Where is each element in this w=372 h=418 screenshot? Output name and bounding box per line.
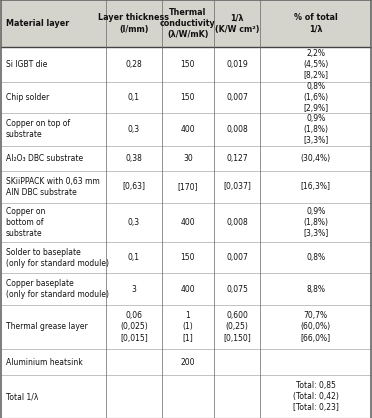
Text: 8,8%: 8,8% xyxy=(306,285,325,293)
Text: 200: 200 xyxy=(181,358,195,367)
Text: 0,8%: 0,8% xyxy=(306,253,325,262)
Bar xyxy=(1,0,371,47)
Text: 0,1: 0,1 xyxy=(128,93,140,102)
Text: 150: 150 xyxy=(181,60,195,69)
Text: Total: 0,85
(Total: 0,42)
[Total: 0,23]: Total: 0,85 (Total: 0,42) [Total: 0,23] xyxy=(293,381,339,412)
Text: SKiiPPACK with 0,63 mm
AIN DBC substrate: SKiiPPACK with 0,63 mm AIN DBC substrate xyxy=(6,177,99,197)
Text: Al₂O₃ DBC substrate: Al₂O₃ DBC substrate xyxy=(6,154,83,163)
Text: 0,3: 0,3 xyxy=(128,218,140,227)
Text: 150: 150 xyxy=(181,253,195,262)
Text: 0,019: 0,019 xyxy=(226,60,248,69)
Text: [0,037]: [0,037] xyxy=(223,182,251,191)
Text: 3: 3 xyxy=(131,285,137,293)
Text: 400: 400 xyxy=(180,125,195,134)
Text: Copper baseplate
(only for standard module): Copper baseplate (only for standard modu… xyxy=(6,279,109,299)
Text: Layer thickness
(l/mm): Layer thickness (l/mm) xyxy=(99,13,169,33)
Text: Copper on top of
substrate: Copper on top of substrate xyxy=(6,120,70,140)
Text: 0,38: 0,38 xyxy=(125,154,142,163)
Text: [0,63]: [0,63] xyxy=(122,182,145,191)
Text: 0,007: 0,007 xyxy=(226,253,248,262)
Text: 0,075: 0,075 xyxy=(226,285,248,293)
Text: Chip solder: Chip solder xyxy=(6,93,49,102)
Text: 1
(1)
[1]: 1 (1) [1] xyxy=(183,311,193,342)
Text: 0,600
(0,25)
[0,150]: 0,600 (0,25) [0,150] xyxy=(223,311,251,342)
Text: Total 1/λ: Total 1/λ xyxy=(6,392,38,401)
Text: 30: 30 xyxy=(183,154,193,163)
Text: 0,28: 0,28 xyxy=(125,60,142,69)
Text: 0,9%
(1,8%)
[3,3%]: 0,9% (1,8%) [3,3%] xyxy=(303,114,328,145)
Text: Copper on
bottom of
substrate: Copper on bottom of substrate xyxy=(6,207,45,238)
Text: Material layer: Material layer xyxy=(6,19,69,28)
Text: (30,4%): (30,4%) xyxy=(301,154,331,163)
Text: 0,127: 0,127 xyxy=(226,154,248,163)
Text: Thermal grease layer: Thermal grease layer xyxy=(6,322,87,331)
Text: 70,7%
(60,0%)
[66,0%]: 70,7% (60,0%) [66,0%] xyxy=(301,311,331,342)
Text: Si IGBT die: Si IGBT die xyxy=(6,60,47,69)
Text: 0,008: 0,008 xyxy=(226,218,248,227)
Text: 400: 400 xyxy=(180,285,195,293)
Text: [170]: [170] xyxy=(177,182,198,191)
Text: Aluminium heatsink: Aluminium heatsink xyxy=(6,358,82,367)
Text: 2,2%
(4,5%)
[8,2%]: 2,2% (4,5%) [8,2%] xyxy=(303,49,328,80)
Text: 1/λ
(K/W cm²): 1/λ (K/W cm²) xyxy=(215,13,259,33)
Text: 0,3: 0,3 xyxy=(128,125,140,134)
Text: 0,008: 0,008 xyxy=(226,125,248,134)
Text: % of total
1/λ: % of total 1/λ xyxy=(294,13,337,33)
Text: 0,1: 0,1 xyxy=(128,253,140,262)
Text: 0,06
(0,025)
[0,015]: 0,06 (0,025) [0,015] xyxy=(120,311,148,342)
Text: 0,9%
(1,8%)
[3,3%]: 0,9% (1,8%) [3,3%] xyxy=(303,207,328,238)
Text: Thermal
conductivity
(λ/W/mK): Thermal conductivity (λ/W/mK) xyxy=(160,8,216,39)
Text: 150: 150 xyxy=(181,93,195,102)
Text: 0,007: 0,007 xyxy=(226,93,248,102)
Text: [16,3%]: [16,3%] xyxy=(301,182,331,191)
Text: 400: 400 xyxy=(180,218,195,227)
Text: 0,8%
(1,6%)
[2,9%]: 0,8% (1,6%) [2,9%] xyxy=(303,82,328,113)
Text: Solder to baseplate
(only for standard module): Solder to baseplate (only for standard m… xyxy=(6,248,109,268)
